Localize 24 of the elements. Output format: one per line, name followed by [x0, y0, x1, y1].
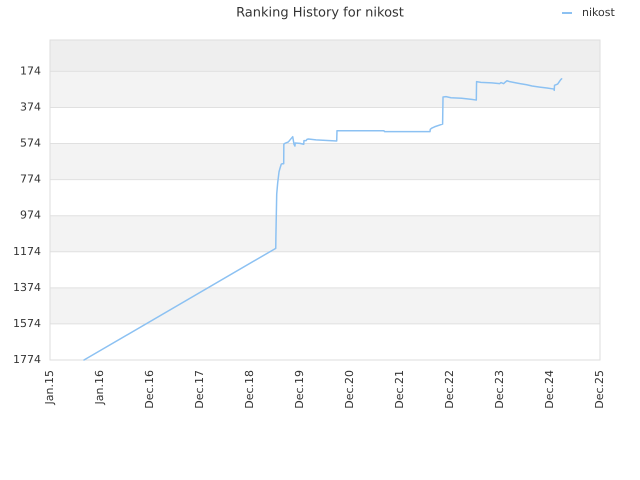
chart-title: Ranking History for nikost — [236, 6, 404, 21]
y-tick-label: 774 — [20, 172, 41, 186]
y-tick-label: 1574 — [13, 316, 41, 330]
x-tick-label: Dec.18 — [243, 370, 256, 409]
line-series — [83, 78, 562, 361]
x-tick-label: Dec.25 — [593, 370, 606, 409]
legend-label: nikost — [582, 6, 616, 20]
x-tick-label: Jan.16 — [93, 370, 106, 406]
x-tick-label: Dec.19 — [293, 370, 306, 409]
y-tick-label: 1374 — [13, 280, 41, 294]
y-tick-label: 174 — [20, 64, 41, 78]
x-tick-label: Dec.23 — [493, 370, 506, 409]
y-tick-label: 574 — [20, 136, 41, 150]
x-tick-label: Dec.21 — [393, 370, 406, 409]
x-tick-label: Dec.20 — [343, 370, 356, 409]
y-tick-label: 374 — [20, 100, 41, 114]
y-tick-label: 974 — [20, 208, 41, 222]
x-tick-label: Dec.16 — [143, 370, 156, 409]
x-tick-label: Dec.24 — [543, 370, 556, 409]
y-tick-label: 1774 — [13, 353, 41, 366]
x-tick-label: Dec.17 — [193, 370, 206, 409]
y-tick-label: 1174 — [13, 244, 41, 258]
x-tick-label: Dec.22 — [443, 370, 456, 409]
x-tick-label: Jan.15 — [43, 370, 56, 406]
